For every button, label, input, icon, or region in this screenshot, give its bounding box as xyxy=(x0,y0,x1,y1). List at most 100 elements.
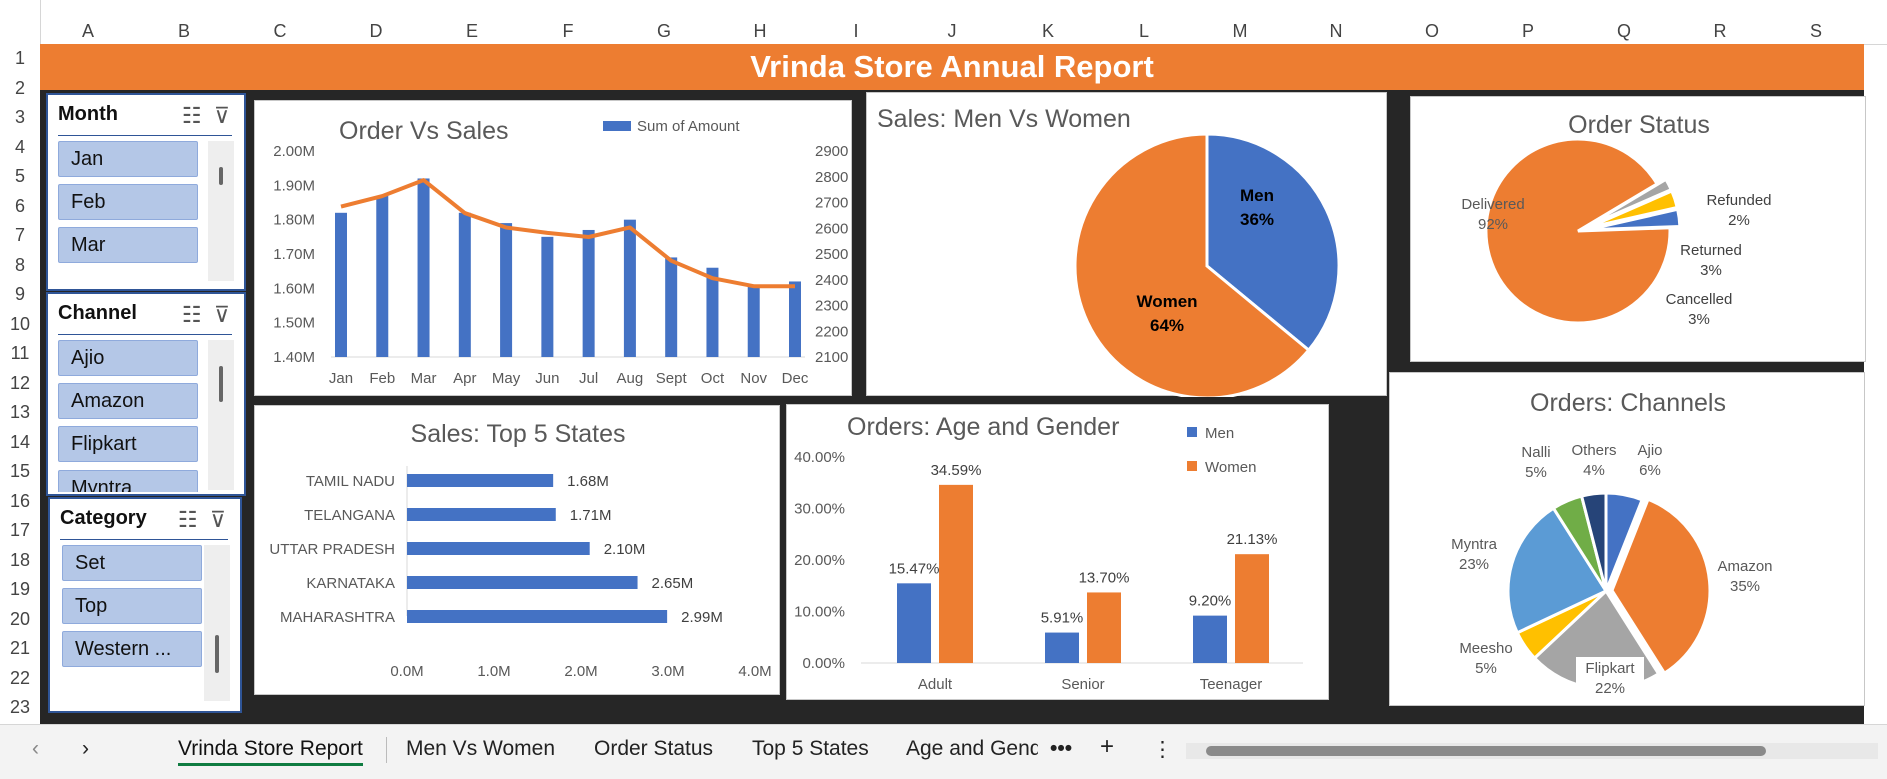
slice-label-ajio: Ajio xyxy=(1637,442,1662,459)
row-header-11[interactable]: 11 xyxy=(10,343,30,363)
horizontal-scrollbar[interactable] xyxy=(1186,743,1878,759)
tab-age-and-gender[interactable]: Age and Gend xyxy=(906,737,1038,760)
category-slicer[interactable]: Category ☷ ⊽ Set Top Western ... xyxy=(48,497,242,713)
y-tick-label: 30.00% xyxy=(794,501,845,518)
column-header-e[interactable]: E xyxy=(465,21,478,41)
slicer-item-set[interactable]: Set xyxy=(62,545,202,581)
multi-select-icon[interactable]: ☷ xyxy=(181,103,202,128)
column-header-k[interactable]: K xyxy=(1041,21,1054,41)
column-header-d[interactable]: D xyxy=(369,21,383,41)
slicer-item-feb[interactable]: Feb xyxy=(58,184,198,220)
row-header-4[interactable]: 4 xyxy=(14,136,25,157)
tab-vrinda-store-report[interactable]: Vrinda Store Report xyxy=(178,737,363,766)
slicer-item-mar[interactable]: Mar xyxy=(58,227,198,263)
channel-slicer-scrollbar[interactable] xyxy=(208,340,234,490)
slicer-item-jan[interactable]: Jan xyxy=(58,141,198,177)
next-sheet-icon[interactable]: › xyxy=(82,737,89,760)
column-header-o[interactable]: O xyxy=(1424,21,1439,41)
month-slicer-scrollbar[interactable] xyxy=(208,141,234,281)
y-tick-label: 0.00% xyxy=(802,655,845,672)
channel-slicer[interactable]: Channel ☷ ⊽ Ajio Amazon Flipkart Myntra xyxy=(46,292,246,496)
slice-label-returned: Returned xyxy=(1680,242,1742,259)
slicer-item-myntra[interactable]: Myntra xyxy=(58,470,198,492)
channels-chart[interactable]: Orders: Channels Ajio 6% Amazon 35% Flipkart 2… xyxy=(1389,372,1865,706)
row-header-16[interactable]: 16 xyxy=(9,490,31,511)
row-header-12[interactable]: 12 xyxy=(9,372,31,393)
age-gender-chart[interactable]: Orders: Age and Gender Men Women 40.00% 30.0… xyxy=(786,404,1329,700)
month-slicer[interactable]: Month ☷ ⊽ Jan Feb Mar xyxy=(46,93,246,291)
more-tabs-icon[interactable]: ••• xyxy=(1050,737,1073,760)
row-header-19[interactable]: 19 xyxy=(9,579,31,599)
row-header-3[interactable]: 3 xyxy=(14,107,25,127)
men-vs-women-chart[interactable]: Sales: Men Vs Women Men 36% Women 64% xyxy=(866,92,1387,400)
tab-top-5-states[interactable]: Top 5 States xyxy=(752,737,869,760)
row-header-9[interactable]: 9 xyxy=(14,284,25,304)
select-all-corner[interactable] xyxy=(0,0,41,44)
order-vs-sales-chart[interactable]: Order Vs Sales Sum of Amount 2.00M 1.90M 1.8… xyxy=(254,100,852,396)
row-header-6[interactable]: 6 xyxy=(14,195,25,216)
column-header-i[interactable]: I xyxy=(853,21,859,41)
column-header-m[interactable]: M xyxy=(1232,21,1248,41)
column-header-q[interactable]: Q xyxy=(1616,21,1631,41)
row-header-15[interactable]: 15 xyxy=(9,461,31,481)
top-states-chart[interactable]: Sales: Top 5 States TAMIL NADU 1.68M TELANG… xyxy=(254,405,780,695)
row-header-5[interactable]: 5 xyxy=(14,166,25,186)
row-header-7[interactable]: 7 xyxy=(14,225,25,245)
column-header-l[interactable]: L xyxy=(1138,21,1149,41)
column-header-b[interactable]: B xyxy=(177,21,190,41)
bar-senior-men xyxy=(1045,632,1079,663)
slice-returned xyxy=(1586,189,1680,230)
clear-filter-icon[interactable]: ⊽ xyxy=(213,302,230,327)
row-header-2[interactable]: 2 xyxy=(14,77,25,98)
bar-value: 9.20% xyxy=(1189,593,1232,610)
slicer-item-amazon[interactable]: Amazon xyxy=(58,383,198,419)
slicer-item-top[interactable]: Top xyxy=(62,588,202,624)
clear-filter-icon[interactable]: ⊽ xyxy=(209,507,226,532)
row-header-8[interactable]: 8 xyxy=(14,254,25,275)
multi-select-icon[interactable]: ☷ xyxy=(177,507,198,532)
column-header-p[interactable]: P xyxy=(1521,21,1534,41)
row-header-14[interactable]: 14 xyxy=(9,431,31,452)
row-header-1[interactable]: 1 xyxy=(14,48,25,68)
column-header-f[interactable]: F xyxy=(562,21,574,41)
y2-tick-label: 2300 xyxy=(815,298,848,315)
column-header-c[interactable]: C xyxy=(273,21,287,41)
column-header-a[interactable]: A xyxy=(81,21,94,41)
bar-value: 13.70% xyxy=(1079,569,1130,586)
row-header-23[interactable]: 23 xyxy=(9,697,31,717)
row-header-17[interactable]: 17 xyxy=(9,520,31,540)
x-tick-label: Jul xyxy=(579,370,598,387)
tab-men-vs-women[interactable]: Men Vs Women xyxy=(406,737,555,760)
column-header-r[interactable]: R xyxy=(1713,21,1727,41)
slicer-item-flipkart[interactable]: Flipkart xyxy=(58,426,198,462)
prev-sheet-icon[interactable]: ‹ xyxy=(32,737,39,760)
row-header-22[interactable]: 22 xyxy=(9,667,31,688)
slice-value-refunded: 2% xyxy=(1728,212,1750,229)
y-tick-label: 1.40M xyxy=(273,349,315,366)
sheet-options-icon[interactable]: ⋮ xyxy=(1152,738,1173,761)
column-header-n[interactable]: N xyxy=(1329,21,1343,41)
slice-value-returned: 3% xyxy=(1700,262,1722,279)
row-header-18[interactable]: 18 xyxy=(9,549,31,570)
tab-order-status[interactable]: Order Status xyxy=(594,737,714,760)
bar-value: 5.91% xyxy=(1041,610,1084,627)
order-status-chart[interactable]: Order Status Delivered 92% Refunded 2% Return… xyxy=(1410,96,1866,362)
y-tick-label: 1.70M xyxy=(273,246,315,263)
column-header-g[interactable]: G xyxy=(656,21,671,41)
row-header-10[interactable]: 10 xyxy=(9,313,31,334)
slicer-item-ajio[interactable]: Ajio xyxy=(58,340,198,376)
column-header-s[interactable]: S xyxy=(1809,21,1822,41)
add-sheet-icon[interactable]: + xyxy=(1100,733,1115,760)
scrollbar-thumb[interactable] xyxy=(1206,746,1766,756)
row-header-13[interactable]: 13 xyxy=(9,402,31,422)
row-header-20[interactable]: 20 xyxy=(9,608,31,629)
column-header-j[interactable]: J xyxy=(947,21,957,41)
row-header-21[interactable]: 21 xyxy=(9,638,31,658)
x-tick-label: 3.0M xyxy=(651,663,684,680)
slice-refunded xyxy=(1586,177,1674,228)
category-slicer-scrollbar[interactable] xyxy=(204,545,230,701)
column-header-h[interactable]: H xyxy=(753,21,767,41)
clear-filter-icon[interactable]: ⊽ xyxy=(213,103,230,128)
multi-select-icon[interactable]: ☷ xyxy=(181,302,202,327)
slicer-item-western[interactable]: Western ... xyxy=(62,631,202,667)
